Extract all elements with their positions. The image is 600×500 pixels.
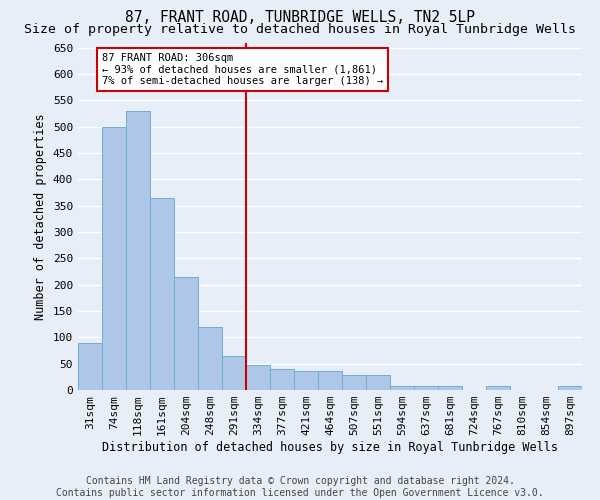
Text: Size of property relative to detached houses in Royal Tunbridge Wells: Size of property relative to detached ho… <box>24 22 576 36</box>
Y-axis label: Number of detached properties: Number of detached properties <box>34 113 47 320</box>
Text: Contains HM Land Registry data © Crown copyright and database right 2024.
Contai: Contains HM Land Registry data © Crown c… <box>56 476 544 498</box>
Text: 87, FRANT ROAD, TUNBRIDGE WELLS, TN2 5LP: 87, FRANT ROAD, TUNBRIDGE WELLS, TN2 5LP <box>125 10 475 25</box>
Bar <box>390 386 414 390</box>
Bar <box>366 376 390 390</box>
Bar <box>294 370 318 390</box>
Bar <box>222 356 246 390</box>
Bar <box>342 376 366 390</box>
Bar <box>78 342 102 390</box>
Bar <box>198 327 222 390</box>
Bar <box>270 369 294 390</box>
Bar <box>126 111 150 390</box>
X-axis label: Distribution of detached houses by size in Royal Tunbridge Wells: Distribution of detached houses by size … <box>102 441 558 454</box>
Bar <box>414 386 438 390</box>
Bar <box>246 366 270 390</box>
Bar <box>438 386 462 390</box>
Bar <box>150 198 174 390</box>
Bar <box>558 386 582 390</box>
Text: 87 FRANT ROAD: 306sqm
← 93% of detached houses are smaller (1,861)
7% of semi-de: 87 FRANT ROAD: 306sqm ← 93% of detached … <box>102 53 383 86</box>
Bar <box>102 126 126 390</box>
Bar <box>318 370 342 390</box>
Bar <box>174 277 198 390</box>
Bar <box>486 386 510 390</box>
